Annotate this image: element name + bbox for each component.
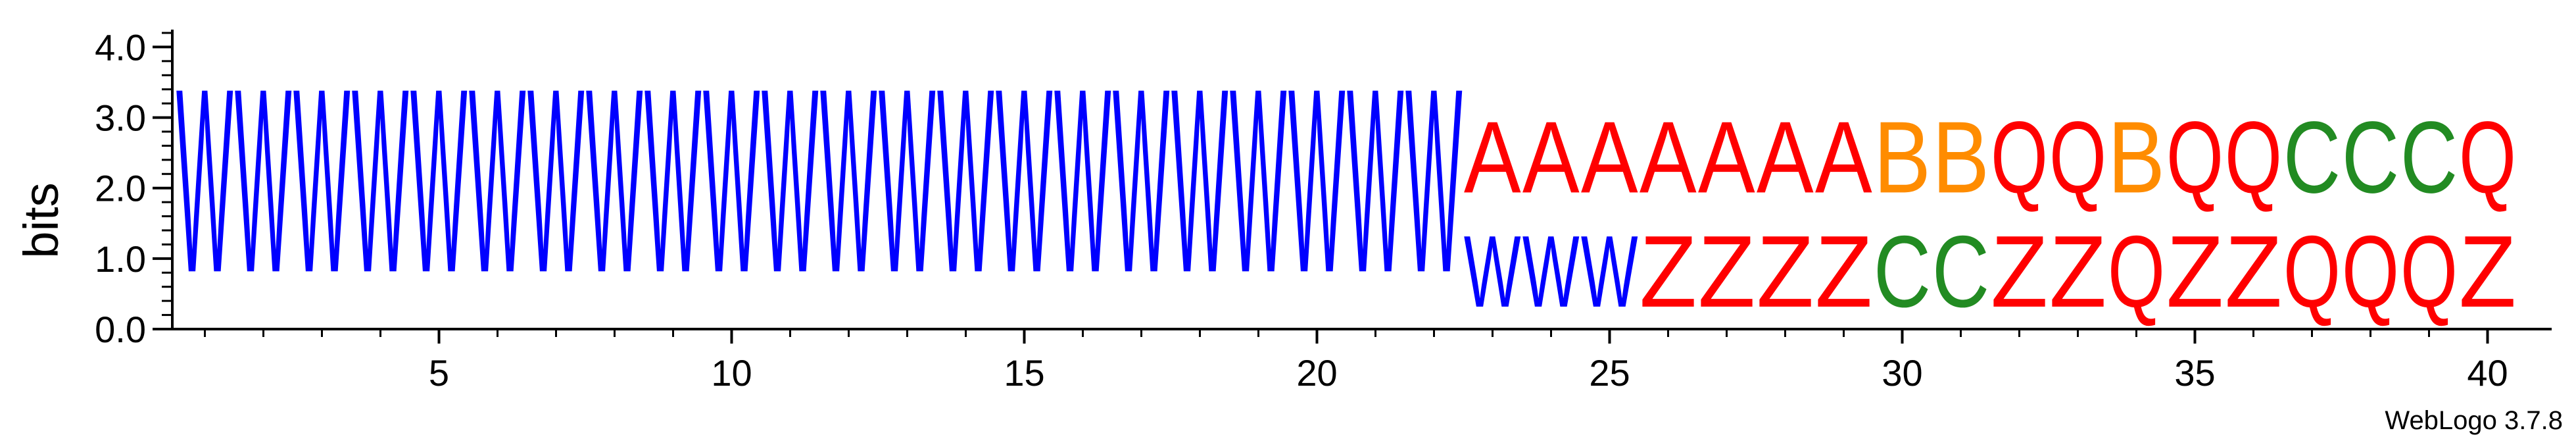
logo-letter-z: Z — [1757, 214, 1814, 328]
x-axis: 5 10 15 20 25 30 35 40 — [172, 328, 2552, 394]
y-axis-label: bits — [14, 182, 68, 258]
logo-letter-w: W — [235, 35, 293, 328]
logo-letter-w: W — [410, 35, 468, 328]
logo-letter-a: A — [1522, 101, 1580, 215]
logo-letter-w: W — [937, 35, 995, 328]
y-tick-label: 0.0 — [95, 309, 146, 350]
logo-letter-w: W — [996, 35, 1054, 328]
logo-letter-w: W — [703, 35, 761, 328]
logo-letter-q: Q — [2049, 101, 2106, 215]
logo-letter-a: A — [1640, 101, 1697, 215]
y-tick-label: 4.0 — [95, 26, 146, 68]
y-tick-label: 1.0 — [95, 238, 146, 280]
x-tick-label: 15 — [1004, 352, 1044, 394]
logo-letter-w: W — [879, 35, 936, 328]
logo-letter-z: Z — [1698, 214, 1755, 328]
logo-letter-z: Z — [2225, 214, 2282, 328]
logo-letter-w: W — [527, 35, 585, 328]
logo-letter-c: C — [2283, 101, 2341, 215]
logo-letter-q: Q — [2459, 101, 2516, 215]
logo-letter-w: W — [1464, 215, 1521, 328]
x-tick-label: 30 — [1882, 352, 1922, 394]
logo-letter-q: Q — [2166, 101, 2224, 215]
logo-letter-q: Q — [2225, 101, 2282, 215]
logo-letter-w: W — [469, 35, 527, 328]
logo-letter-b: B — [1874, 101, 1931, 215]
logo-letter-w: W — [1288, 35, 1346, 328]
y-axis: 0.0 1.0 2.0 3.0 4.0 — [95, 26, 174, 350]
logo-letter-w: W — [352, 35, 410, 328]
logo-letter-w: W — [762, 35, 819, 328]
logo-letter-w: W — [1522, 215, 1580, 328]
y-tick-label: 2.0 — [95, 168, 146, 209]
logo-letter-q: Q — [2400, 215, 2458, 328]
plot-area: W W W W W W W W W W W W W W W W W W W W W W WAWAWAZAZAZAZACBCB… — [176, 35, 2516, 329]
logo-letter-z: Z — [1640, 214, 1697, 328]
logo-letter-q: Q — [1991, 101, 2048, 215]
logo-letter-w: W — [1171, 35, 1229, 328]
logo-letter-q: Q — [2108, 215, 2165, 328]
logo-letter-w: W — [586, 35, 644, 328]
logo-letter-w: W — [820, 35, 878, 328]
x-tick-label: 20 — [1296, 352, 1337, 394]
logo-letter-z: Z — [2049, 214, 2106, 328]
logo-letter-w: W — [644, 35, 702, 328]
logo-letter-w: W — [1405, 35, 1463, 328]
logo-letter-b: B — [2108, 101, 2165, 215]
logo-letter-w: W — [1581, 215, 1638, 328]
logo-letter-c: C — [1874, 215, 1931, 328]
logo-letter-w: W — [1230, 35, 1288, 328]
y-tick-label: 3.0 — [95, 97, 146, 139]
logo-letter-q: Q — [2283, 215, 2341, 328]
logo-letter-w: W — [176, 35, 234, 328]
logo-letter-w: W — [1113, 35, 1171, 328]
logo-letter-c: C — [2342, 101, 2399, 215]
logo-letter-a: A — [1757, 101, 1814, 215]
x-tick-label: 35 — [2174, 352, 2215, 394]
logo-letter-w: W — [293, 35, 351, 328]
logo-letter-q: Q — [2342, 215, 2399, 328]
logo-letter-w: W — [1054, 35, 1112, 328]
x-tick-label: 5 — [429, 352, 449, 394]
x-tick-label: 40 — [2467, 352, 2508, 394]
weblogo-footer: WebLogo 3.7.8 — [2385, 406, 2563, 435]
logo-letter-w: W — [1347, 35, 1405, 328]
logo-letter-z: Z — [1991, 214, 2048, 328]
logo-letter-a: A — [1815, 101, 1872, 215]
logo-letter-b: B — [1932, 101, 1989, 215]
logo-letter-a: A — [1698, 101, 1755, 215]
logo-letter-a: A — [1464, 101, 1521, 215]
x-tick-label: 25 — [1589, 352, 1630, 394]
logo-letter-c: C — [1932, 215, 1989, 328]
logo-letter-c: C — [2400, 101, 2458, 215]
logo-letter-a: A — [1581, 101, 1638, 215]
x-tick-label: 10 — [711, 352, 752, 394]
logo-letter-z: Z — [2166, 214, 2224, 328]
logo-letter-z: Z — [1815, 214, 1872, 328]
logo-letter-z: Z — [2459, 214, 2516, 328]
